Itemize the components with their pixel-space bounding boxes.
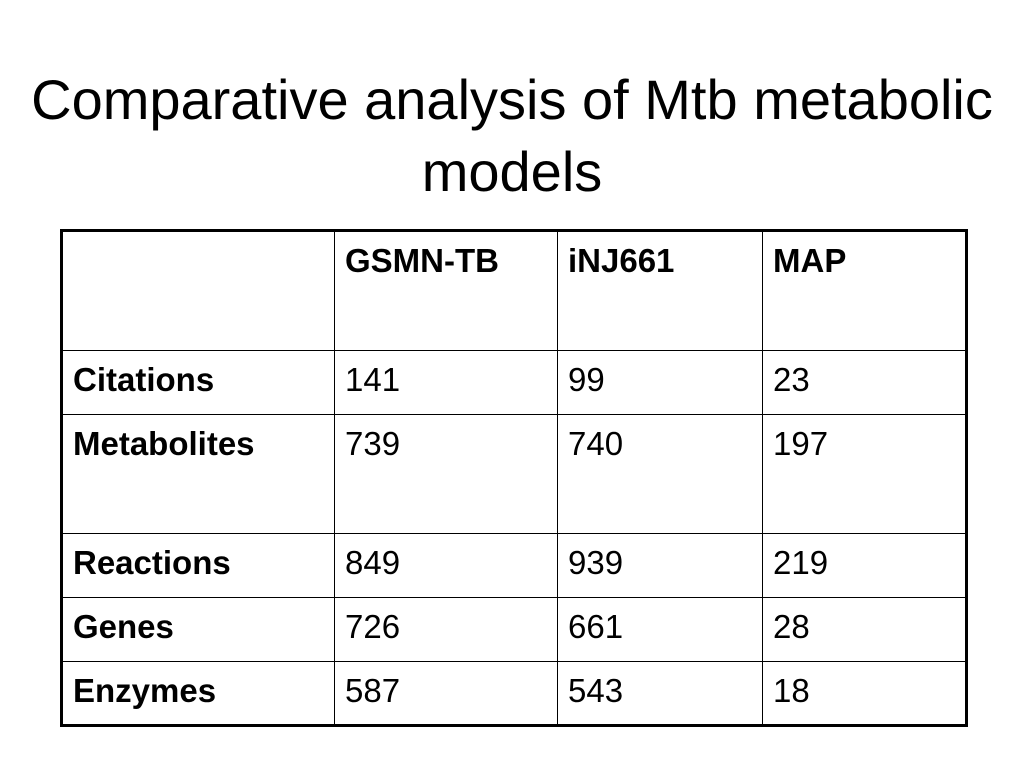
header-gsmn-tb: GSMN-TB [334, 230, 558, 351]
cell-enzymes-inj661: 543 [557, 661, 763, 726]
row-label-citations: Citations [61, 350, 335, 415]
cell-genes-gsmn-tb: 726 [334, 597, 558, 662]
cell-metabolites-inj661: 740 [557, 414, 763, 534]
cell-enzymes-map: 18 [762, 661, 967, 726]
cell-reactions-map: 219 [762, 533, 967, 598]
comparison-table: GSMN-TB iNJ661 MAP Citations 141 99 23 M… [60, 229, 968, 727]
header-map: MAP [762, 230, 967, 351]
cell-reactions-inj661: 939 [557, 533, 763, 598]
row-label-enzymes: Enzymes [61, 661, 335, 726]
row-label-genes: Genes [61, 597, 335, 662]
slide-title: Comparative analysis of Mtb metabolic mo… [31, 68, 993, 203]
cell-enzymes-gsmn-tb: 587 [334, 661, 558, 726]
cell-citations-inj661: 99 [557, 350, 763, 415]
table-row-metabolites: Metabolites 739 740 197 [61, 414, 967, 534]
header-inj661: iNJ661 [557, 230, 763, 351]
cell-citations-gsmn-tb: 141 [334, 350, 558, 415]
table-row-reactions: Reactions 849 939 219 [61, 533, 967, 598]
header-corner-cell [61, 230, 335, 351]
row-label-metabolites: Metabolites [61, 414, 335, 534]
cell-reactions-gsmn-tb: 849 [334, 533, 558, 598]
cell-citations-map: 23 [762, 350, 967, 415]
table-header-row: GSMN-TB iNJ661 MAP [61, 230, 967, 351]
table-row-enzymes: Enzymes 587 543 18 [61, 661, 967, 726]
table-row-citations: Citations 141 99 23 [61, 350, 967, 415]
cell-metabolites-map: 197 [762, 414, 967, 534]
row-label-reactions: Reactions [61, 533, 335, 598]
cell-metabolites-gsmn-tb: 739 [334, 414, 558, 534]
table-row-genes: Genes 726 661 28 [61, 597, 967, 662]
cell-genes-inj661: 661 [557, 597, 763, 662]
cell-genes-map: 28 [762, 597, 967, 662]
